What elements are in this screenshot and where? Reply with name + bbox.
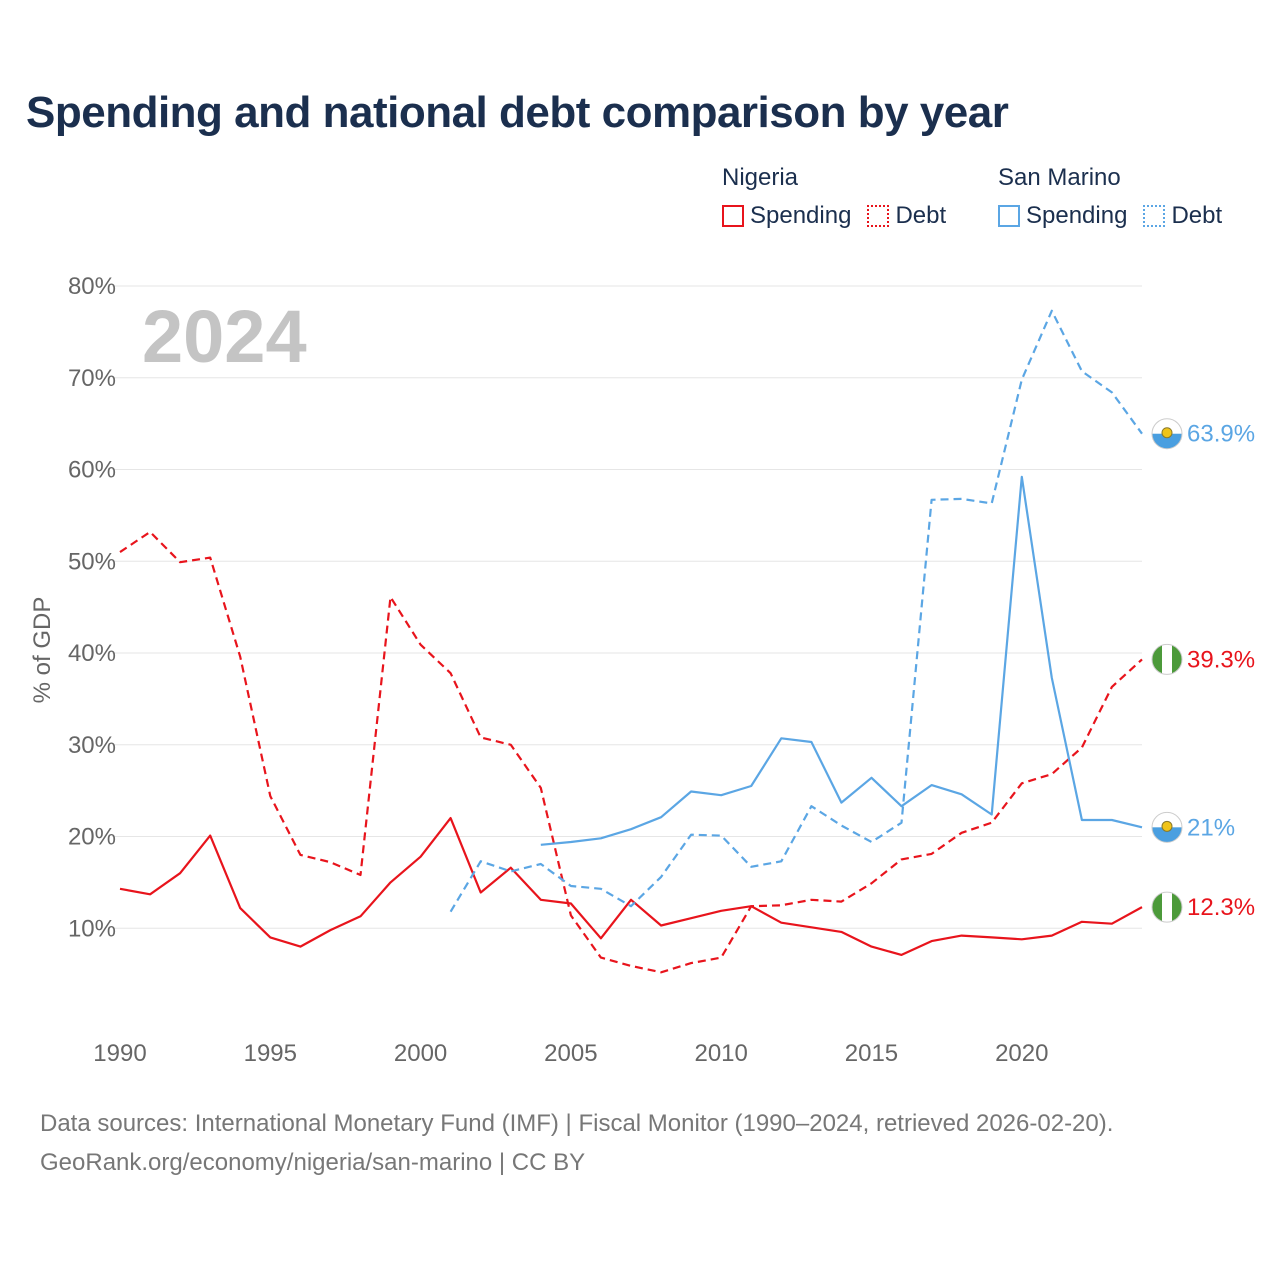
end-value-label: 12.3% (1187, 894, 1255, 921)
x-tick-label: 2020 (995, 1040, 1048, 1067)
legend-san-marino-spending-label: Spending (1026, 202, 1128, 229)
legend-swatch-dotted-red (867, 205, 890, 227)
x-tick-label: 1995 (244, 1040, 297, 1067)
x-tick-label: 2000 (394, 1040, 447, 1067)
y-tick-label: 40% (68, 640, 116, 667)
legend-san-marino-debt-label: Debt (1171, 202, 1223, 229)
end-value-label: 21% (1187, 814, 1235, 841)
year-watermark: 2024 (142, 295, 307, 378)
nigeria-spending-line (119, 816, 1143, 957)
x-tick-label: 2010 (694, 1040, 747, 1067)
line-chart: 10% 20% 30% 40% 50% 60% 70% 80% 1990 1995 2000 200… (29, 273, 1255, 1067)
san-marino-debt-line (449, 309, 1143, 913)
legend-san-marino: San Marino Spending Debt (998, 160, 1238, 230)
chart-title: Spending and national debt comparison by… (26, 88, 1009, 137)
legend-san-marino-debt[interactable]: Debt (1143, 202, 1222, 230)
legend-san-marino-spending[interactable]: Spending (998, 202, 1127, 230)
footer: Data sources: International Monetary Fun… (40, 1104, 1113, 1182)
y-tick-label: 20% (68, 824, 116, 851)
legend-nigeria-spending[interactable]: Spending (722, 202, 851, 230)
san-marino-spending-line (540, 475, 1143, 846)
legend-nigeria-title: Nigeria (722, 164, 799, 191)
x-axis-ticks: 1990 1995 2000 2005 2010 2015 2020 (93, 1040, 1048, 1067)
nigeria-flag-icon (1151, 643, 1183, 675)
x-tick-label: 2005 (544, 1040, 597, 1067)
y-axis-label: % of GDP (29, 597, 56, 704)
y-tick-label: 50% (68, 548, 116, 575)
legend-swatch-dotted-blue (1143, 205, 1166, 227)
legend-san-marino-title: San Marino (998, 164, 1121, 191)
end-value-label: 63.9% (1187, 421, 1255, 448)
legend-nigeria-spending-label: Spending (750, 202, 852, 229)
legend-nigeria-debt[interactable]: Debt (867, 202, 946, 230)
end-value-label: 39.3% (1187, 646, 1255, 673)
san-marino-flag-icon (1151, 811, 1183, 843)
end-labels: 12.3% 39.3% 21% 63.9% (1151, 418, 1255, 923)
y-tick-label: 30% (68, 732, 116, 759)
y-tick-label: 60% (68, 457, 116, 484)
x-tick-label: 1990 (93, 1040, 146, 1067)
legend-nigeria: Nigeria Spending Debt (722, 160, 962, 230)
gridlines (112, 285, 1142, 929)
footer-sources: Data sources: International Monetary Fun… (40, 1110, 1114, 1137)
footer-attribution: GeoRank.org/economy/nigeria/san-marino |… (40, 1149, 586, 1176)
series-lines (119, 309, 1143, 974)
legend-swatch-solid-red (722, 205, 744, 227)
san-marino-flag-icon (1151, 418, 1183, 450)
nigeria-flag-icon (1151, 891, 1183, 923)
y-axis-ticks: 10% 20% 30% 40% 50% 60% 70% 80% (68, 273, 116, 942)
legend-swatch-solid-blue (998, 205, 1020, 227)
nigeria-debt-line (119, 530, 1143, 974)
y-tick-label: 70% (68, 365, 116, 392)
legend-nigeria-debt-label: Debt (895, 202, 947, 229)
y-tick-label: 80% (68, 273, 116, 300)
x-tick-label: 2015 (845, 1040, 898, 1067)
y-tick-label: 10% (68, 915, 116, 942)
